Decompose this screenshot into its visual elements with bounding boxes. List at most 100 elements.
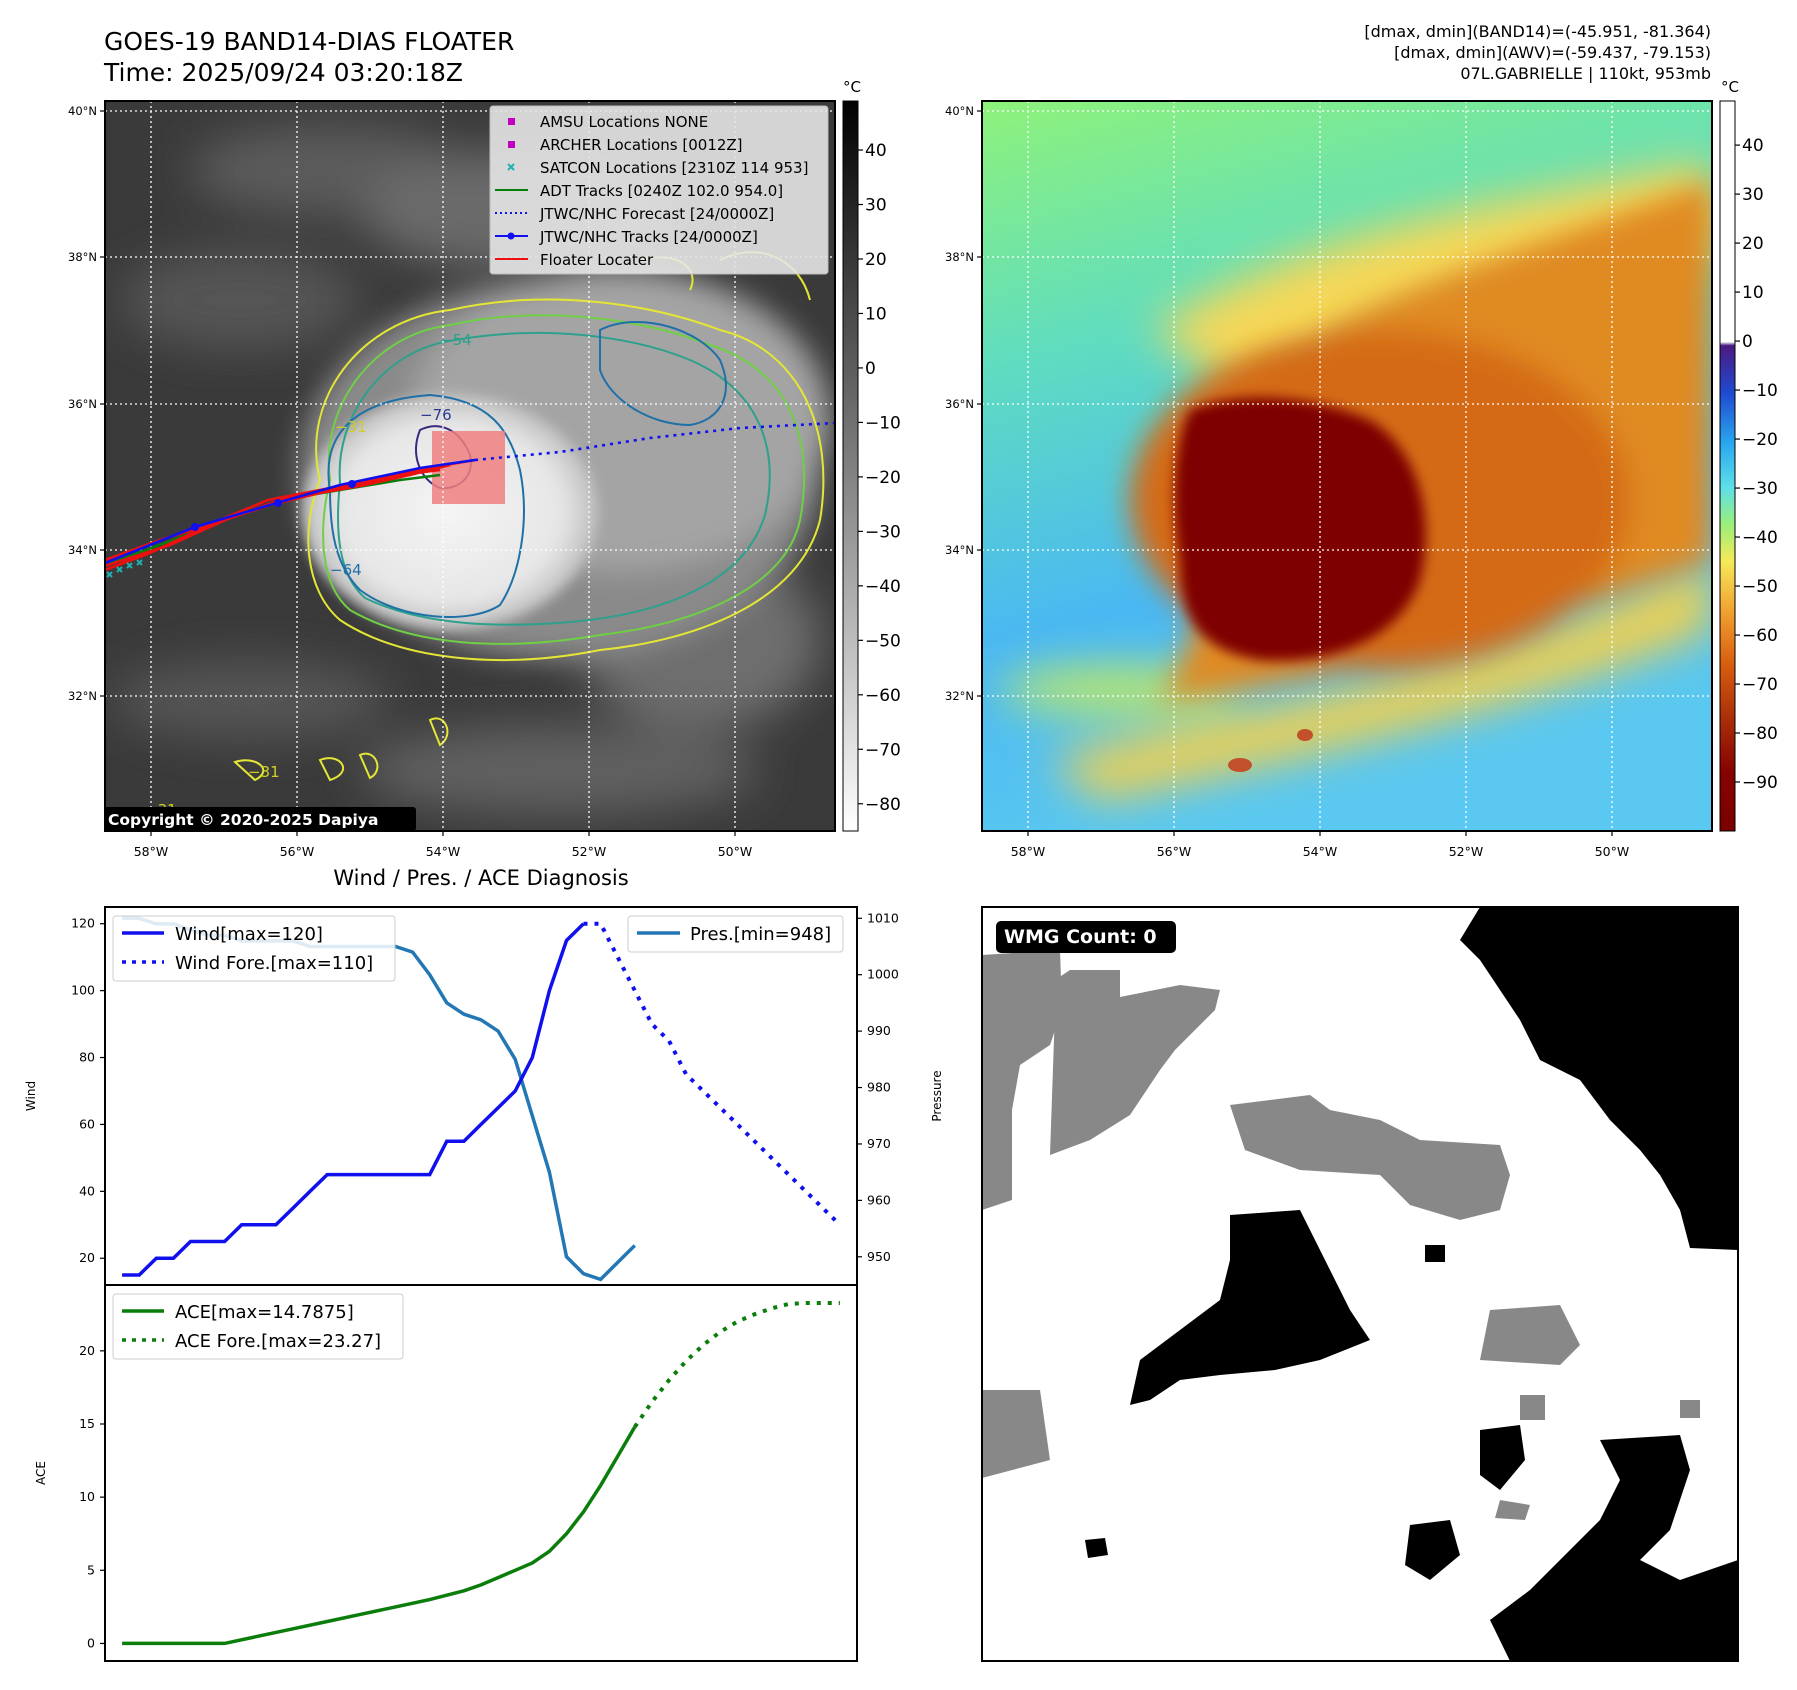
pressure-axis-label: Pressure <box>930 1070 944 1121</box>
colorbar-tick-label: −30 <box>1742 479 1778 499</box>
contour-label-3: −54 <box>440 331 472 349</box>
ace-axis-label: ACE <box>34 1461 48 1485</box>
colorbar-tick-label: −80 <box>865 795 901 815</box>
lon-tick-label: 56°W <box>280 844 315 859</box>
ace-tick-label: 20 <box>79 1343 95 1358</box>
lon-tick-label: 52°W <box>572 844 607 859</box>
wind-axis-label: Wind <box>24 1081 38 1111</box>
legend-archer: ARCHER Locations [0012Z] <box>540 136 743 154</box>
title-line-2: Time: 2025/09/24 03:20:18Z <box>104 58 463 87</box>
ace-y-ticks: 0 5 10 15 20 <box>79 1343 105 1650</box>
contour-label-5: −31 <box>248 763 280 781</box>
lat-tick-label: 38°N <box>68 250 97 264</box>
lon-tick-label: 58°W <box>1011 844 1046 859</box>
sat-frame <box>104 100 836 832</box>
sat-contours <box>233 251 825 782</box>
sat-colorbar-ticks: 40 30 20 10 0 −10 −20 −30 −40 −50 −60 −70 −80 <box>858 141 901 815</box>
colorbar-tick-label: 20 <box>865 250 887 270</box>
sat-colorbar-unit: °C <box>843 78 861 96</box>
lat-tick-label: 32°N <box>945 689 974 703</box>
awv-colorbar-ticks: 40 30 20 10 0 −10 −20 −30 −40 −50 −60 −70 −80 −90 <box>1735 136 1778 793</box>
ace-line <box>122 1426 637 1646</box>
sat-lat-ticks: 40°N 38°N 36°N 34°N 32°N <box>68 104 105 703</box>
colorbar-tick-label: −70 <box>1742 675 1778 695</box>
wind-legend: Wind[max=120] Wind Fore.[max=110] <box>112 915 396 982</box>
awv-feature <box>1297 729 1313 741</box>
awv-lat-ticks: 40°N 38°N 36°N 34°N 32°N <box>945 104 982 703</box>
sat-colorbar <box>842 100 859 832</box>
contour-label-2: −64 <box>330 561 362 579</box>
satcon-markers <box>106 559 143 578</box>
pressure-legend: Pres.[min=948] <box>627 915 844 953</box>
wmg-panel: WMG Count: 0 <box>981 906 1739 1662</box>
colorbar-tick-label: 10 <box>1742 283 1764 303</box>
awv-storm-core <box>1174 397 1426 661</box>
lat-tick-label: 40°N <box>945 104 974 118</box>
legend-forecast: JTWC/NHC Forecast [24/0000Z] <box>539 205 774 223</box>
legend-amsu: AMSU Locations NONE <box>540 113 708 131</box>
colorbar-tick-label: −20 <box>1742 430 1778 450</box>
awv-colorbar <box>1719 100 1736 832</box>
pressure-tick-label: 960 <box>867 1192 891 1207</box>
legend-wind: Wind[max=120] <box>175 924 323 945</box>
colorbar-tick-label: 40 <box>865 141 887 161</box>
lat-tick-label: 32°N <box>68 689 97 703</box>
copyright-box <box>105 807 416 831</box>
awv-feature <box>1228 758 1252 772</box>
ace-legend: ACE[max=14.7875] ACE Fore.[max=23.27] <box>112 1293 404 1360</box>
colorbar-tick-label: 10 <box>865 304 887 324</box>
legend-adt: ADT Tracks [0240Z 102.0 954.0] <box>540 182 783 200</box>
contour-label-1: −76 <box>420 406 452 424</box>
copyright-text: Copyright © 2020-2025 Dapiya <box>108 811 378 829</box>
colorbar-tick-label: 0 <box>1742 332 1753 352</box>
info-line-1: [dmax, dmin](BAND14)=(-45.951, -81.364) <box>1364 22 1711 41</box>
colorbar-tick-label: −30 <box>865 522 901 542</box>
colorbar-tick-label: 0 <box>865 359 876 379</box>
colorbar-tick-label: −50 <box>865 631 901 651</box>
lat-tick-label: 34°N <box>68 543 97 557</box>
wmg-count-box <box>996 921 1176 953</box>
awv-frame <box>981 100 1713 832</box>
contour-label-4: −31 <box>335 418 367 436</box>
storm-tracks <box>105 421 835 572</box>
lat-tick-label: 36°N <box>945 397 974 411</box>
lon-tick-label: 54°W <box>1303 844 1338 859</box>
wind-line <box>122 922 585 1277</box>
colorbar-tick-label: −60 <box>1742 626 1778 646</box>
title-line-1: GOES-19 BAND14-DIAS FLOATER <box>104 27 515 56</box>
lon-tick-label: 52°W <box>1449 844 1484 859</box>
lon-tick-label: 50°W <box>718 844 753 859</box>
colorbar-tick-label: −10 <box>1742 381 1778 401</box>
colorbar-tick-label: −10 <box>865 413 901 433</box>
pressure-tick-label: 990 <box>867 1023 891 1038</box>
lat-tick-label: 38°N <box>945 250 974 264</box>
lon-tick-label: 58°W <box>134 844 169 859</box>
ace-tick-label: 0 <box>87 1635 95 1650</box>
lat-tick-label: 40°N <box>68 104 97 118</box>
satellite-panel: −76 −64 −54 −31 −31 −31 AMSU Locations N… <box>68 78 901 859</box>
diagnosis-title: Wind / Pres. / ACE Diagnosis <box>333 866 628 890</box>
colorbar-tick-label: −50 <box>1742 577 1778 597</box>
ace-tick-label: 10 <box>79 1489 95 1504</box>
wind-tick-label: 100 <box>71 983 95 998</box>
colorbar-tick-label: 40 <box>1742 136 1764 156</box>
ace-forecast-line <box>633 1301 840 1429</box>
colorbar-tick-label: −40 <box>1742 528 1778 548</box>
wind-tick-label: 20 <box>79 1250 95 1265</box>
lon-tick-label: 56°W <box>1157 844 1192 859</box>
legend-satcon: SATCON Locations [2310Z 114 953] <box>540 159 808 177</box>
lon-tick-label: 50°W <box>1595 844 1630 859</box>
colorbar-tick-label: 30 <box>865 196 887 216</box>
legend-tracks: JTWC/NHC Tracks [24/0000Z] <box>539 228 758 246</box>
pressure-tick-label: 970 <box>867 1136 891 1151</box>
ace-tick-label: 5 <box>87 1562 95 1577</box>
wmg-count-label: WMG Count: 0 <box>1004 926 1157 948</box>
wind-tick-label: 40 <box>79 1183 95 1198</box>
pressure-y-ticks: 950 960 970 980 990 1000 1010 <box>857 910 899 1264</box>
pressure-tick-label: 1010 <box>867 910 899 925</box>
legend-pressure: Pres.[min=948] <box>690 924 831 945</box>
awv-lon-ticks: 58°W 56°W 54°W 52°W 50°W <box>1011 831 1630 859</box>
colorbar-tick-label: −20 <box>865 468 901 488</box>
colorbar-tick-label: −90 <box>1742 773 1778 793</box>
